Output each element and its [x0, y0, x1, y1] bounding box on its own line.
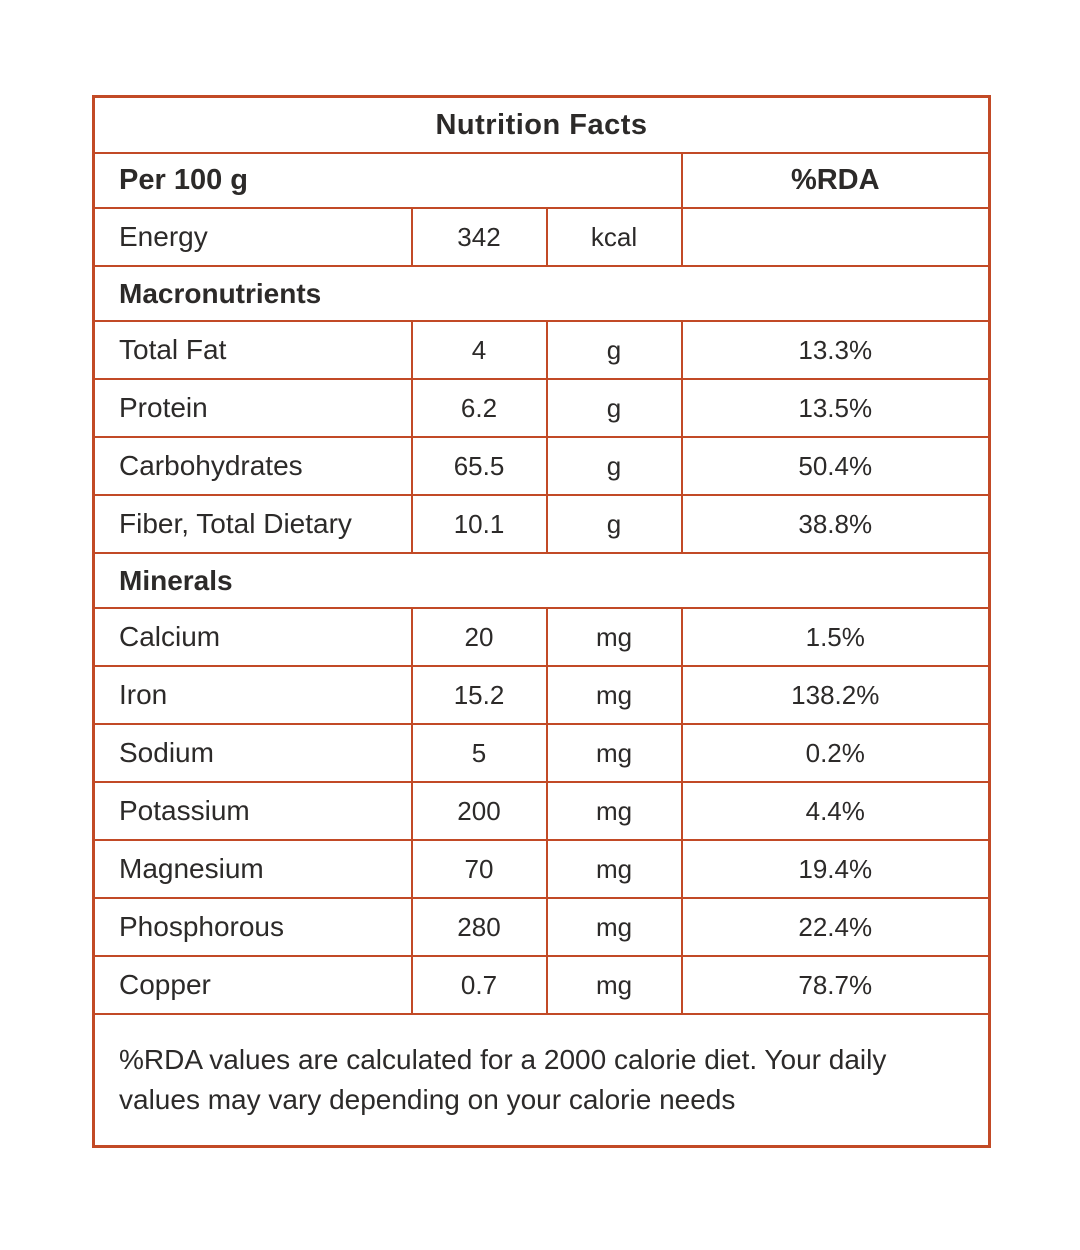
- section-header-minerals: Minerals: [92, 552, 991, 609]
- nutrition-facts-table: Nutrition Facts Per 100 g %RDA Energy 34…: [92, 95, 991, 1148]
- section-header-row: Macronutrients: [92, 265, 991, 322]
- nutrient-label: Sodium: [92, 723, 413, 783]
- energy-row: Energy 342 kcal: [92, 207, 991, 267]
- nutrient-label: Fiber, Total Dietary: [92, 494, 413, 554]
- nutrient-value: 280: [410, 897, 548, 957]
- nutrient-unit: g: [545, 320, 683, 380]
- nutrient-rda: 22.4%: [680, 897, 991, 957]
- header-row: Per 100 g %RDA: [92, 152, 991, 209]
- nutrient-row-iron: Iron 15.2 mg 138.2%: [92, 665, 991, 725]
- nutrient-unit: mg: [545, 897, 683, 957]
- nutrient-value: 200: [410, 781, 548, 841]
- nutrient-rda: 19.4%: [680, 839, 991, 899]
- nutrient-unit: mg: [545, 723, 683, 783]
- nutrient-value: 20: [410, 607, 548, 667]
- nutrient-row-copper: Copper 0.7 mg 78.7%: [92, 955, 991, 1015]
- nutrient-rda: 1.5%: [680, 607, 991, 667]
- nutrient-row-magnesium: Magnesium 70 mg 19.4%: [92, 839, 991, 899]
- nutrient-unit: mg: [545, 607, 683, 667]
- nutrient-value: 0.7: [410, 955, 548, 1015]
- nutrient-unit: mg: [545, 839, 683, 899]
- nutrient-label: Phosphorous: [92, 897, 413, 957]
- nutrient-value: 65.5: [410, 436, 548, 496]
- nutrient-row-calcium: Calcium 20 mg 1.5%: [92, 607, 991, 667]
- nutrient-row-total-fat: Total Fat 4 g 13.3%: [92, 320, 991, 380]
- nutrient-label: Magnesium: [92, 839, 413, 899]
- serving-size-header: Per 100 g: [92, 152, 683, 209]
- nutrient-label: Carbohydrates: [92, 436, 413, 496]
- footnote-row: %RDA values are calculated for a 2000 ca…: [92, 1013, 991, 1148]
- nutrient-rda: 50.4%: [680, 436, 991, 496]
- nutrient-label: Potassium: [92, 781, 413, 841]
- section-header-macronutrients: Macronutrients: [92, 265, 991, 322]
- nutrient-rda: 0.2%: [680, 723, 991, 783]
- nutrient-value: 4: [410, 320, 548, 380]
- nutrient-value: 70: [410, 839, 548, 899]
- section-header-row: Minerals: [92, 552, 991, 609]
- nutrient-value: 6.2: [410, 378, 548, 438]
- nutrient-label: Copper: [92, 955, 413, 1015]
- nutrient-rda: 78.7%: [680, 955, 991, 1015]
- nutrient-label: Energy: [92, 207, 413, 267]
- nutrient-rda: 4.4%: [680, 781, 991, 841]
- rda-footnote: %RDA values are calculated for a 2000 ca…: [92, 1013, 991, 1148]
- nutrient-value: 15.2: [410, 665, 548, 725]
- nutrient-unit: mg: [545, 665, 683, 725]
- nutrient-rda: 38.8%: [680, 494, 991, 554]
- rda-column-header: %RDA: [680, 152, 991, 209]
- nutrient-unit: g: [545, 378, 683, 438]
- nutrient-rda: [680, 207, 991, 267]
- nutrient-row-carbohydrates: Carbohydrates 65.5 g 50.4%: [92, 436, 991, 496]
- nutrient-rda: 13.3%: [680, 320, 991, 380]
- nutrient-value: 10.1: [410, 494, 548, 554]
- nutrient-unit: mg: [545, 781, 683, 841]
- nutrient-row-protein: Protein 6.2 g 13.5%: [92, 378, 991, 438]
- nutrient-label: Total Fat: [92, 320, 413, 380]
- nutrient-unit: mg: [545, 955, 683, 1015]
- nutrient-rda: 13.5%: [680, 378, 991, 438]
- nutrient-unit: g: [545, 436, 683, 496]
- nutrient-unit: g: [545, 494, 683, 554]
- nutrient-rda: 138.2%: [680, 665, 991, 725]
- nutrient-value: 5: [410, 723, 548, 783]
- nutrient-row-phosphorous: Phosphorous 280 mg 22.4%: [92, 897, 991, 957]
- nutrient-row-fiber: Fiber, Total Dietary 10.1 g 38.8%: [92, 494, 991, 554]
- nutrient-label: Calcium: [92, 607, 413, 667]
- nutrient-unit: kcal: [545, 207, 683, 267]
- table-title: Nutrition Facts: [92, 95, 991, 154]
- nutrient-label: Iron: [92, 665, 413, 725]
- nutrient-value: 342: [410, 207, 548, 267]
- title-row: Nutrition Facts: [92, 95, 991, 154]
- nutrient-label: Protein: [92, 378, 413, 438]
- nutrient-row-sodium: Sodium 5 mg 0.2%: [92, 723, 991, 783]
- nutrient-row-potassium: Potassium 200 mg 4.4%: [92, 781, 991, 841]
